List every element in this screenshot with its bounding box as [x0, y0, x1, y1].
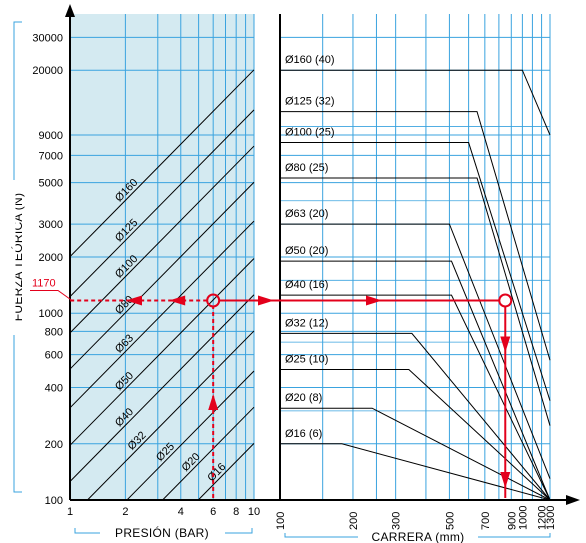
- pressure-bracket: [74, 528, 253, 534]
- y-tick-label: 1000: [39, 308, 63, 320]
- stroke-curve: [280, 443, 551, 501]
- y-tick-label: 9000: [39, 130, 63, 142]
- y-axis-title: FUERZA TEÓRICA (N): [10, 193, 25, 322]
- y-tick-label: 200: [45, 439, 63, 451]
- stroke-curve: [280, 142, 551, 401]
- example-left-arrow-1: [126, 295, 142, 306]
- stroke-curve: [280, 223, 551, 479]
- x-axis-title-pressure: PRESIÓN (BAR): [115, 525, 209, 540]
- curve-label: Ø50 (20): [285, 245, 328, 257]
- x-tick-label-stroke: 1200: [537, 506, 549, 530]
- x-tick-label-pressure: 4: [178, 506, 184, 518]
- diagonal-line: [69, 294, 255, 482]
- x-tick-label-pressure: 1: [67, 506, 73, 518]
- x-tick-label-pressure: 10: [248, 506, 260, 518]
- example-pressure-circle: [206, 293, 221, 308]
- x-tick-label-stroke: 900: [506, 512, 518, 530]
- stroke-curve: [280, 111, 551, 361]
- x-tick-label-pressure: 8: [233, 506, 239, 518]
- stroke-curve: [280, 177, 551, 426]
- stroke-curve: [280, 332, 551, 501]
- y-tick-label: 5000: [39, 178, 63, 190]
- x-tick-label-stroke: 500: [444, 512, 456, 530]
- curves: [69, 69, 551, 501]
- curve-label: Ø32 (12): [285, 317, 328, 329]
- curve-label: Ø40 (16): [285, 279, 328, 291]
- y-tick-label: 30000: [32, 32, 63, 44]
- diagonal-line: [162, 406, 255, 501]
- diagonal-line: [69, 181, 255, 370]
- curve-label: Ø16 (6): [285, 428, 322, 440]
- curve-label: Ø125 (32): [285, 96, 335, 108]
- y-tick-label: 800: [45, 326, 63, 338]
- example-down-arrow-1: [500, 336, 511, 353]
- diagonal-line: [69, 69, 255, 257]
- x-tick-label-pressure: 6: [210, 506, 216, 518]
- stroke-curve: [280, 260, 551, 501]
- stroke-bracket: [284, 533, 551, 538]
- diagonal-line: [87, 330, 255, 501]
- x-tick-label-stroke: 100: [275, 512, 287, 530]
- example-right-arrow-1: [258, 295, 274, 306]
- y-tick-label: 600: [45, 350, 63, 362]
- x-tick-label-stroke: 200: [348, 512, 360, 530]
- x-tick-label-pressure: 2: [122, 506, 128, 518]
- x-tick-label-stroke: 1000: [517, 506, 529, 530]
- y-tick-label: 3000: [39, 219, 63, 231]
- stroke-curve: [280, 294, 551, 501]
- example-up-arrow: [208, 394, 219, 410]
- x-tick-label-stroke: 700: [480, 512, 492, 530]
- diagonal-line: [126, 370, 255, 501]
- curve-label: Ø100 (25): [285, 127, 335, 139]
- x-tick-label-stroke: 300: [391, 512, 403, 530]
- y-tick-label: 400: [45, 383, 63, 395]
- x-axis-arrow: [566, 495, 580, 505]
- stroke-curve: [280, 69, 551, 136]
- y-tick-label: 100: [45, 495, 63, 507]
- curve-label: Ø20 (8): [285, 392, 322, 404]
- example-right-arrow-2: [366, 295, 382, 306]
- curve-label: Ø25 (10): [285, 353, 328, 365]
- diagonal-line: [197, 443, 255, 501]
- curve-label: Ø63 (20): [285, 208, 328, 220]
- example-down-arrow-2: [500, 472, 511, 488]
- y-tick-label: 2000: [39, 252, 63, 264]
- diagonal-line: [69, 145, 255, 334]
- y-tick-label: 20000: [32, 65, 63, 77]
- example-left-arrow-2: [169, 295, 186, 306]
- curve-label: Ø80 (25): [285, 162, 328, 174]
- stroke-curve: [280, 407, 551, 501]
- example-stroke-circle: [498, 293, 513, 308]
- stroke-curve: [280, 368, 551, 501]
- example-path: [30, 289, 513, 498]
- axes: [65, 4, 580, 505]
- y-tick-label: 7000: [39, 150, 63, 162]
- example-force-leader: [30, 289, 73, 301]
- diagonal-line: [69, 220, 255, 409]
- y-axis-arrow: [65, 4, 75, 17]
- diagonal-line: [69, 109, 255, 298]
- x-axis-title-stroke: CARRERA (mm): [372, 530, 465, 543]
- diagonal-line: [69, 258, 255, 446]
- example-force-label: 1170: [32, 277, 56, 289]
- x-tick-label-stroke: 1300: [545, 506, 557, 530]
- curve-label: Ø160 (40): [285, 54, 335, 66]
